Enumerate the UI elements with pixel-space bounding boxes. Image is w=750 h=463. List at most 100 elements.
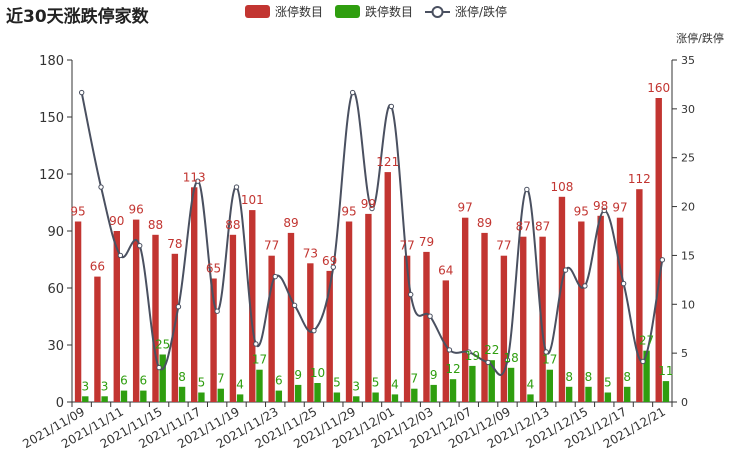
y-left-tick-label: 30: [47, 339, 64, 354]
ratio-point: [137, 242, 143, 249]
bar-limit-up-label: 79: [419, 235, 434, 249]
bar-limit-down-label: 6: [140, 374, 148, 388]
ratio-point: [330, 264, 336, 270]
bar-limit-down: [314, 383, 321, 402]
bar-limit-up: [597, 215, 604, 402]
bar-limit-down-label: 5: [604, 376, 612, 390]
bar-limit-up-label: 121: [376, 155, 399, 169]
bar-limit-up-label: 160: [647, 81, 670, 95]
legend-swatch-limit-down: [335, 5, 360, 18]
bar-limit-down: [411, 388, 418, 402]
bar-limit-up-label: 87: [516, 220, 531, 234]
bar-limit-down: [391, 394, 399, 402]
bar-limit-up: [558, 196, 566, 402]
ratio-line: [80, 91, 664, 376]
bar-limit-up-label: 77: [399, 239, 414, 253]
bar-limit-up: [113, 231, 120, 402]
bar-limit-down-label: 8: [178, 370, 186, 384]
bar-limit-up: [539, 236, 546, 402]
bar-limit-down-label: 9: [294, 368, 302, 382]
ratio-point: [562, 267, 569, 273]
y-left-tick-label: 150: [39, 111, 64, 126]
bar-limit-down-label: 6: [120, 374, 128, 388]
bar-limit-down: [217, 388, 224, 402]
bar-limit-up: [132, 219, 140, 402]
bar-limit-down: [178, 386, 186, 402]
bar-limit-down-label: 8: [585, 370, 593, 384]
bar-limit-down: [140, 390, 147, 402]
bar-limit-up: [326, 270, 333, 402]
bar-limit-up-label: 64: [438, 263, 453, 277]
ratio-point: [582, 283, 588, 289]
y-left-tick-label: 0: [56, 396, 64, 411]
ratio-point: [311, 327, 317, 334]
bar-limit-down-label: 18: [503, 351, 518, 365]
y-right-axis-label: 涨停/跌停: [676, 31, 724, 45]
legend-label-limit-down: 跌停数目: [365, 4, 413, 19]
bar-limit-down: [82, 396, 89, 402]
bar-limit-up-label: 78: [167, 237, 182, 251]
bar-limit-down-label: 7: [217, 372, 225, 386]
bar-limit-up: [520, 236, 527, 402]
legend-label-ratio: 涨停/跌停: [455, 4, 507, 19]
bar-limit-down: [120, 390, 128, 402]
bar-limit-down-label: 6: [275, 374, 283, 388]
bar-limit-up-label: 95: [341, 205, 356, 219]
legend-swatch-ratio-marker: [431, 6, 444, 18]
bar-limit-up: [423, 251, 430, 402]
bar-limit-up-label: 69: [322, 254, 337, 268]
bar-limit-up: [94, 276, 101, 402]
ratio-point: [349, 89, 356, 96]
bar-limit-down-label: 5: [333, 376, 341, 390]
y-right-tick-label: 20: [681, 201, 695, 214]
chart-title: 近30天涨跌停家数: [6, 7, 149, 27]
ratio-point: [78, 89, 85, 96]
bar-limit-up-label: 77: [264, 239, 279, 253]
legend-swatch-limit-up: [245, 5, 270, 18]
y-right-tick-label: 35: [681, 54, 695, 67]
bar-limit-down: [585, 386, 592, 402]
y-right-tick-label: 30: [681, 103, 695, 116]
ratio-point: [369, 205, 375, 212]
bar-limit-down: [275, 390, 283, 402]
bar-limit-up-label: 98: [593, 199, 608, 213]
ratio-point: [485, 359, 491, 366]
y-right-tick-label: 25: [681, 152, 695, 165]
bar-limit-down-label: 17: [542, 353, 557, 367]
bar-limit-down: [449, 379, 457, 402]
ratio-point: [214, 308, 220, 314]
bar-limit-up-label: 97: [458, 201, 473, 215]
ratio-point: [98, 184, 104, 190]
bar-limit-down: [159, 354, 166, 402]
bar-limit-up-label: 89: [283, 216, 298, 230]
bar-limit-up: [655, 98, 662, 402]
bar-limit-up-label: 99: [361, 197, 376, 211]
bar-limit-up: [403, 255, 411, 402]
bar-limit-down: [294, 384, 302, 402]
ratio-point: [446, 347, 453, 353]
bar-limit-up: [268, 255, 275, 402]
bar-limit-down-label: 12: [445, 362, 460, 376]
bar-limit-up: [578, 221, 585, 402]
bar-limit-up-label: 77: [496, 239, 511, 253]
bar-limit-up-label: 88: [148, 218, 163, 232]
bar-limit-up-label: 89: [477, 216, 492, 230]
bar-limit-down: [469, 365, 476, 402]
ratio-point: [388, 103, 395, 110]
ratio-point: [427, 313, 433, 319]
ratio-point: [291, 302, 298, 309]
ratio-point: [195, 178, 201, 184]
bar-limit-down-label: 9: [430, 368, 438, 382]
bar-limit-down: [333, 392, 341, 402]
bar-limit-down-label: 4: [527, 377, 535, 391]
bar-limit-down-label: 8: [623, 370, 631, 384]
bar-limit-up: [500, 255, 508, 402]
bar-limit-down-label: 3: [101, 379, 109, 393]
bar-limit-down: [527, 394, 534, 402]
ratio-point: [408, 291, 414, 298]
bar-limit-up: [365, 213, 372, 402]
ratio-point: [659, 257, 666, 263]
bar-limit-down-label: 22: [484, 343, 499, 357]
